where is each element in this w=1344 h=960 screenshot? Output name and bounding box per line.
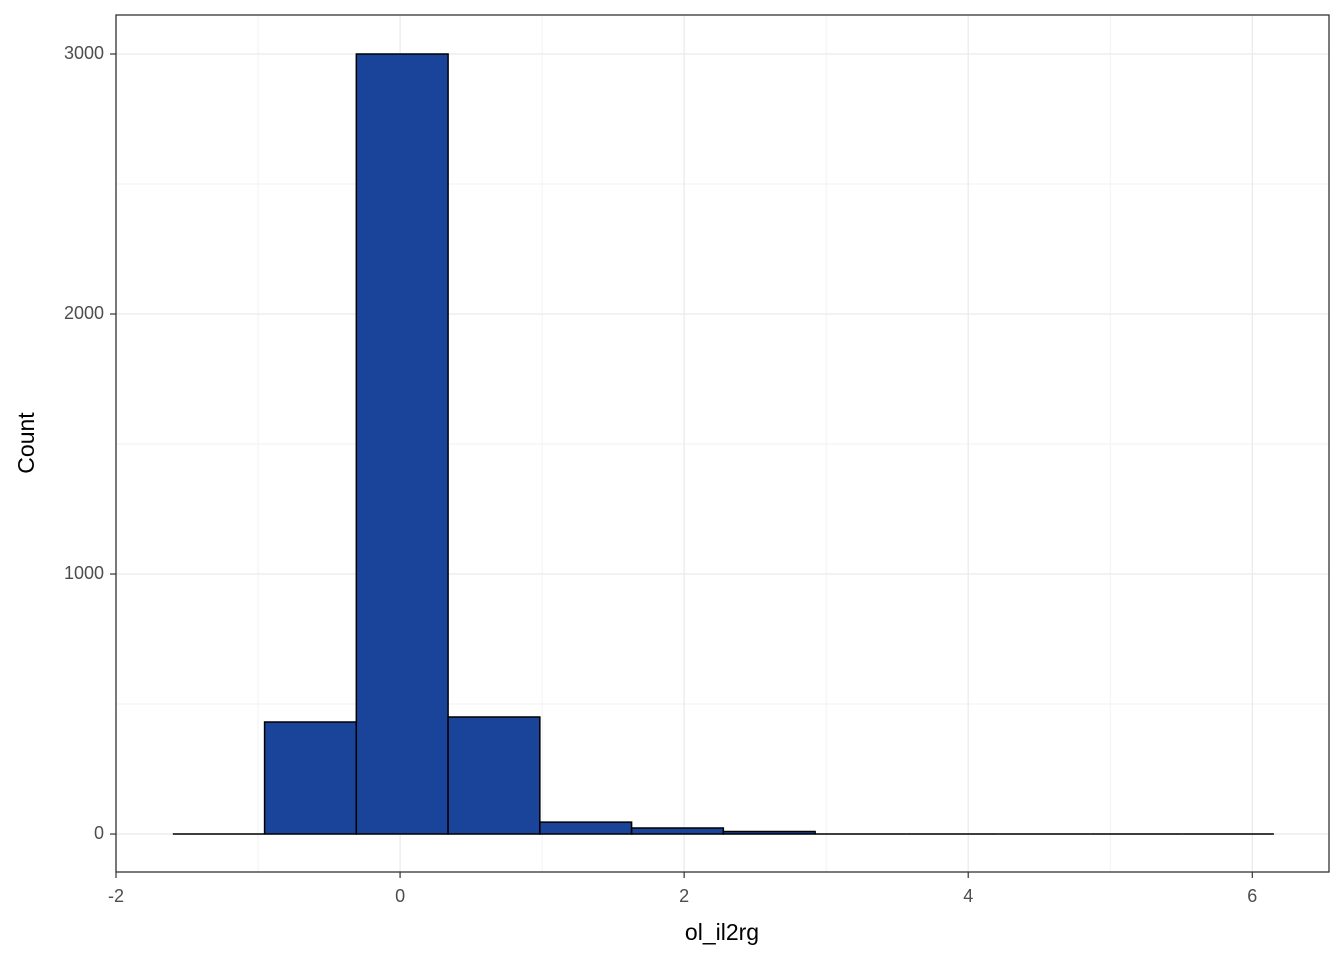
- x-tick-label: 2: [679, 886, 689, 906]
- y-tick-label: 3000: [64, 43, 104, 63]
- bar: [355, 53, 449, 835]
- panel-border: [115, 14, 1330, 873]
- bar: [722, 830, 816, 835]
- y-tick-label: 1000: [64, 563, 104, 583]
- bar: [630, 827, 725, 835]
- bar: [263, 721, 358, 835]
- x-tick-label: 0: [395, 886, 405, 906]
- y-axis-title: Count: [13, 412, 39, 474]
- x-tick-label: -2: [108, 886, 124, 906]
- x-tick-label: 4: [963, 886, 973, 906]
- y-tick-label: 0: [94, 823, 104, 843]
- bar: [539, 821, 633, 835]
- y-tick-label: 2000: [64, 303, 104, 323]
- bar: [447, 716, 541, 835]
- x-axis-title: ol_il2rg: [685, 919, 759, 945]
- x-tick-label: 6: [1247, 886, 1257, 906]
